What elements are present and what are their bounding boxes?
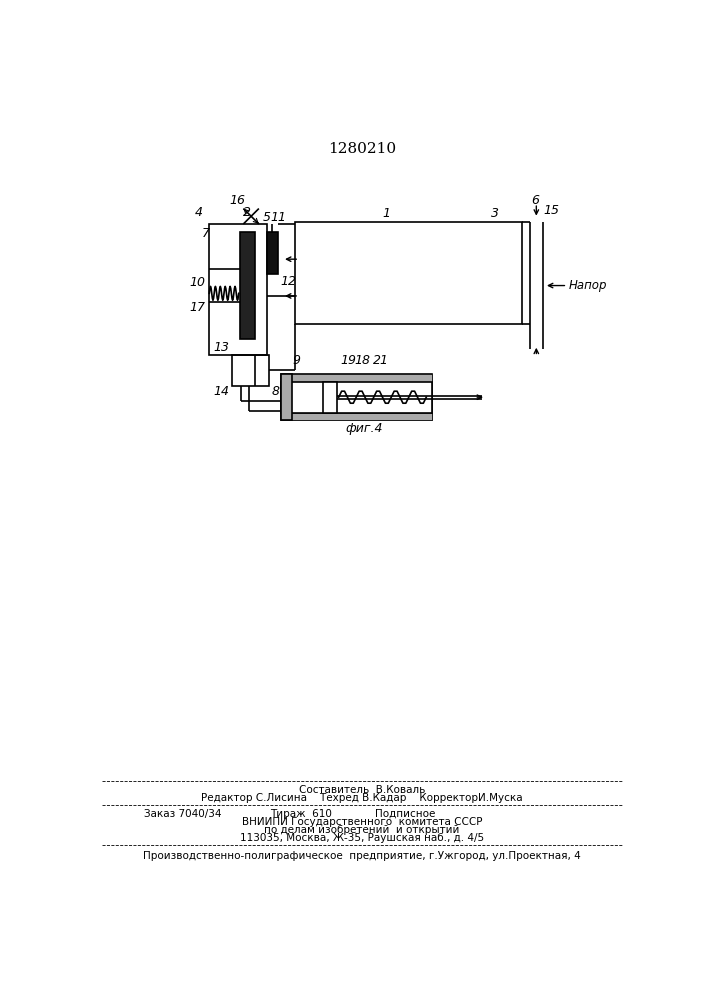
Text: 21: 21	[373, 354, 389, 367]
Bar	[240, 232, 255, 339]
Bar	[296, 222, 522, 324]
Bar	[323, 382, 337, 413]
Text: 6: 6	[531, 194, 539, 207]
Text: фиг.4: фиг.4	[345, 422, 382, 435]
Text: 19: 19	[341, 354, 357, 367]
Bar	[281, 413, 432, 420]
Text: Составитель  В.Коваль: Составитель В.Коваль	[299, 785, 425, 795]
Text: 17: 17	[189, 301, 206, 314]
Text: 16: 16	[229, 194, 245, 207]
Bar	[232, 355, 269, 386]
Text: Напор: Напор	[569, 279, 607, 292]
Text: Редактор С.Лисина    Техред В.Кадар    КорректорИ.Муска: Редактор С.Лисина Техред В.Кадар Коррект…	[201, 793, 522, 803]
Text: Подписное: Подписное	[375, 809, 436, 819]
Text: Производственно-полиграфическое  предприятие, г.Ужгород, ул.Проектная, 4: Производственно-полиграфическое предприя…	[143, 851, 581, 861]
Bar	[281, 382, 432, 413]
Bar	[281, 374, 292, 420]
Bar	[209, 224, 267, 355]
Text: по делам изобретений  и открытий: по делам изобретений и открытий	[264, 825, 460, 835]
Text: 11: 11	[270, 211, 286, 224]
Text: 113035, Москва, Ж-35, Раушская наб., д. 4/5: 113035, Москва, Ж-35, Раушская наб., д. …	[240, 833, 484, 843]
Text: 4: 4	[195, 206, 203, 219]
Bar	[281, 374, 432, 382]
Text: 2: 2	[243, 206, 251, 219]
Text: 5: 5	[262, 211, 271, 224]
Text: 18: 18	[354, 354, 370, 367]
Text: ВНИИПИ Государственного  комитета СССР: ВНИИПИ Государственного комитета СССР	[242, 817, 482, 827]
Text: 3: 3	[491, 207, 499, 220]
Text: 8: 8	[271, 385, 279, 398]
Text: 1: 1	[382, 207, 390, 220]
Text: 13: 13	[214, 341, 230, 354]
Text: 9: 9	[292, 354, 300, 367]
Text: Тираж  610: Тираж 610	[271, 809, 332, 819]
Text: 10: 10	[189, 276, 206, 289]
Text: 1280210: 1280210	[328, 142, 396, 156]
Bar	[267, 232, 279, 274]
Text: 7: 7	[202, 227, 210, 240]
Text: 12: 12	[281, 275, 296, 288]
Text: 15: 15	[544, 204, 560, 217]
Bar	[281, 374, 432, 420]
Bar	[281, 382, 432, 413]
Text: Заказ 7040/34: Заказ 7040/34	[144, 809, 222, 819]
Text: 14: 14	[214, 385, 230, 398]
